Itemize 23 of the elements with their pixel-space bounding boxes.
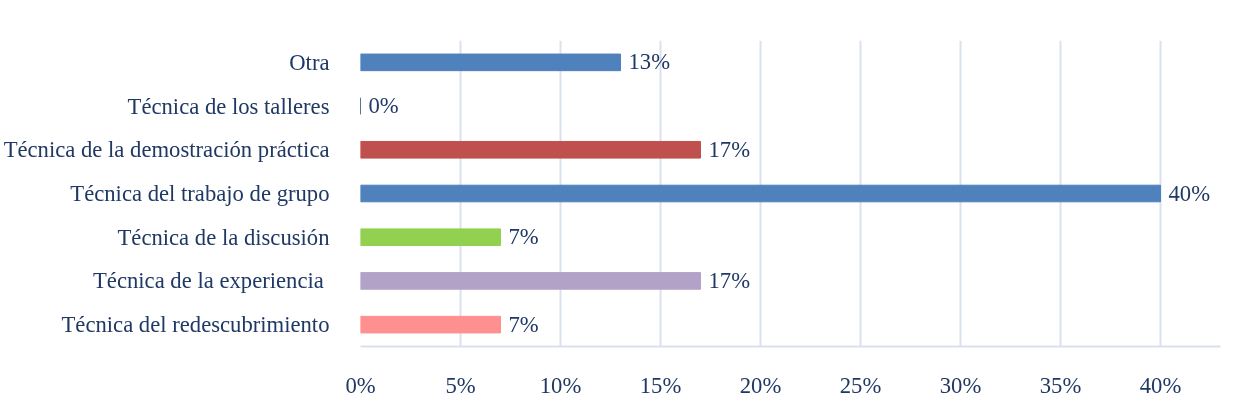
- y-tick-label: Técnica del redescubrimiento: [61, 312, 330, 338]
- data-label: 40%: [1168, 180, 1211, 206]
- data-label: 17%: [708, 267, 751, 293]
- x-tick-label: 30%: [939, 372, 982, 398]
- data-label: 7%: [508, 224, 539, 250]
- y-tick-label: Técnica del trabajo de grupo: [70, 181, 330, 206]
- x-tick-label: 0%: [345, 372, 376, 398]
- y-tick-label: Otra: [289, 49, 330, 75]
- y-tick-label: Técnica de la experiencia: [93, 268, 324, 294]
- x-tick-label: 5%: [445, 372, 476, 398]
- x-tick-label: 15%: [639, 372, 682, 398]
- y-tick-label: Técnica de la discusión: [117, 224, 330, 250]
- data-label: 7%: [508, 311, 539, 337]
- y-tick-label: Técnica de los talleres: [127, 93, 330, 119]
- x-tick-label: 10%: [539, 372, 582, 398]
- x-tick-label: 35%: [1039, 372, 1082, 398]
- x-tick-label: 20%: [739, 372, 782, 398]
- x-tick-label: 40%: [1139, 372, 1182, 398]
- data-label: 0%: [368, 93, 399, 119]
- x-tick-label: 25%: [839, 372, 882, 398]
- data-label: 17%: [708, 136, 751, 162]
- y-tick-label: Técnica de la demostración práctica: [3, 137, 330, 163]
- data-label: 13%: [628, 49, 671, 75]
